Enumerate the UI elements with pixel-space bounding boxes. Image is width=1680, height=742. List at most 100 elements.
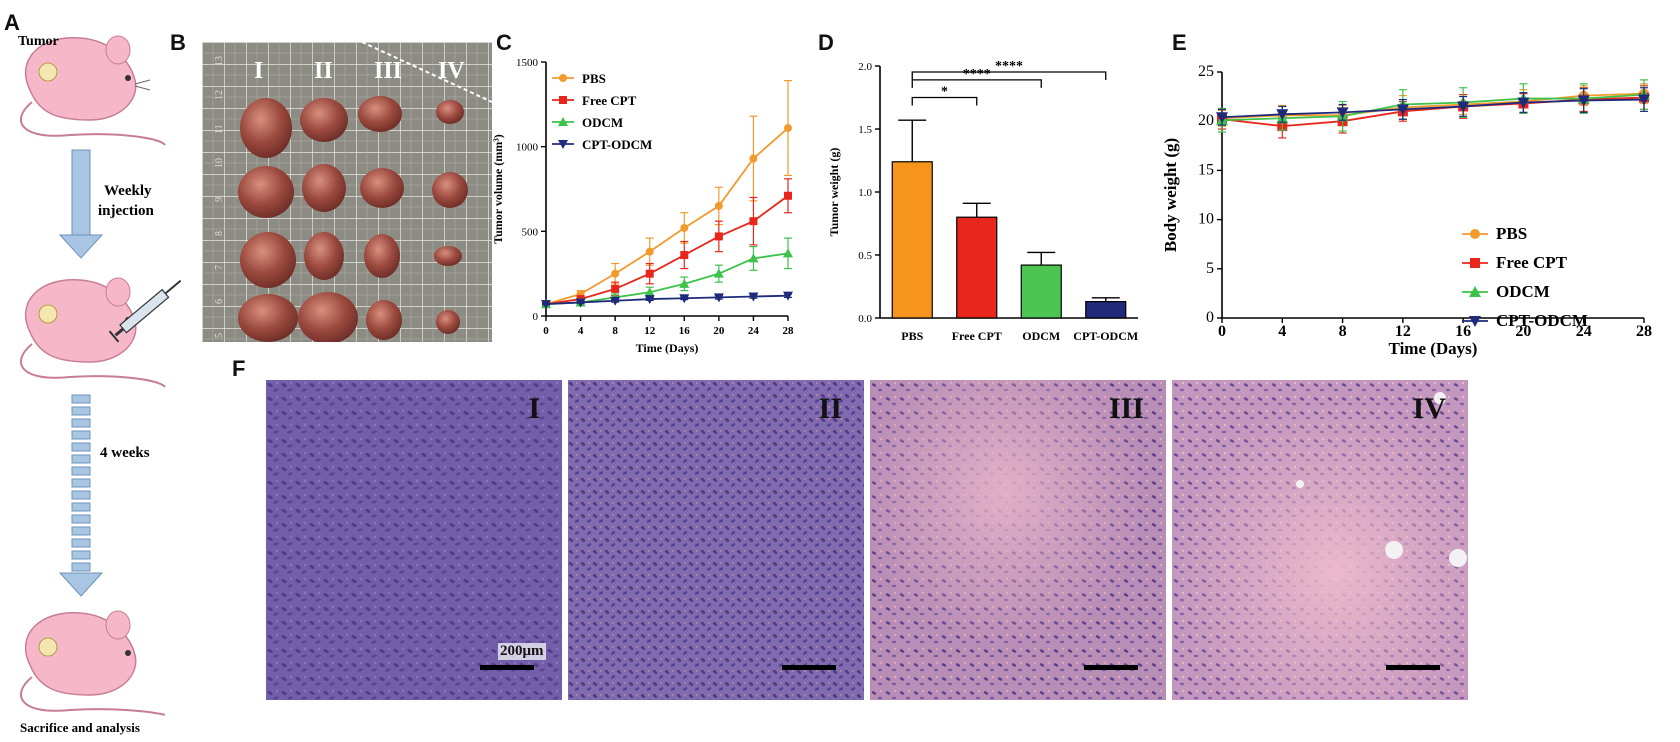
bar — [891, 161, 933, 319]
legend-label: CPT-ODCM — [582, 137, 652, 152]
histology-image-1: I 200μm — [266, 380, 562, 700]
scale-bar-label: 200μm — [498, 643, 546, 660]
data-point — [713, 268, 724, 278]
legend-label: Free CPT — [1496, 253, 1568, 272]
data-point — [784, 124, 792, 133]
y-tick-label: 20 — [1198, 112, 1214, 129]
y-tick-label: 25 — [1198, 63, 1214, 80]
injection-label: injection — [98, 203, 154, 219]
data-point — [1396, 104, 1409, 116]
tumor-volume-chart: 0 500 1000 1500 0 4 8 12 16 20 24 28 Time (Days) Tumo… — [491, 57, 795, 355]
panel-label-e: E — [1172, 30, 1187, 55]
ruler-tick: 6 — [214, 299, 225, 304]
series-line — [1221, 98, 1645, 119]
legend-label: ODCM — [1496, 282, 1550, 301]
data-point — [783, 248, 793, 258]
weekly-label: Weekly — [104, 183, 152, 199]
data-point — [559, 96, 567, 104]
scale-bar — [1386, 665, 1440, 670]
y-tick-label: 500 — [522, 226, 539, 238]
data-point — [644, 295, 655, 305]
x-axis-label: Time (Days) — [1389, 339, 1478, 358]
mouse-icon-middle — [20, 277, 166, 388]
data-point — [645, 247, 654, 256]
data-point — [679, 278, 690, 288]
ruler-tick: 12 — [214, 90, 225, 100]
arrow-down-2 — [58, 394, 104, 597]
bracket-line — [911, 71, 1107, 80]
x-tick-label: 16 — [679, 325, 691, 337]
tumor-photo: 13 12 11 10 9 8 7 6 5 I II III IV — [202, 42, 492, 342]
data-point — [748, 253, 759, 263]
bracket-line — [911, 79, 1042, 88]
x-tick-label: 20 — [713, 325, 725, 337]
x-tick-label: 28 — [783, 325, 795, 337]
x-tick-label: 20 — [1515, 323, 1531, 340]
legend-label: ODCM — [582, 115, 623, 130]
ruler-tick: 10 — [214, 158, 225, 168]
tumor-specimens — [238, 96, 468, 342]
x-tick-label: 12 — [644, 325, 656, 337]
histology-image-3: III — [870, 380, 1166, 700]
series-line — [1221, 93, 1645, 122]
data-point — [611, 269, 620, 278]
ruler-tick: 5 — [214, 333, 225, 338]
data-point — [714, 201, 723, 210]
data-point — [748, 292, 759, 302]
bracket-line — [911, 96, 978, 106]
histology-group-label-4: IV — [1412, 392, 1446, 425]
legend-label: PBS — [582, 71, 606, 86]
x-tick-label: 8 — [612, 325, 618, 337]
x-tick-label: CPT-ODCM — [1073, 329, 1138, 343]
body-weight-chart: 0 5 10 15 20 25 0 4 8 12 16 20 24 28 Time (Days) Body w… — [1161, 63, 1652, 358]
series-line — [1221, 92, 1645, 120]
schematic-diagram: Tumor Weekly injection 4 weeks — [18, 34, 182, 735]
series-line — [545, 294, 789, 306]
end-label: Sacrifice and analysis — [20, 720, 140, 735]
data-point — [1469, 286, 1481, 297]
data-point — [1457, 101, 1470, 113]
legend-label: PBS — [1496, 224, 1527, 243]
tumor-label: Tumor — [18, 34, 59, 49]
ruler-ticks: 13 12 11 10 9 8 7 6 5 — [214, 56, 225, 338]
y-tick-label: 5 — [1206, 260, 1214, 277]
data-point — [644, 287, 655, 297]
panel-label-c: C — [496, 30, 512, 55]
data-point — [559, 74, 567, 82]
x-tick-label: ODCM — [1022, 329, 1060, 343]
y-tick-label: 0 — [1206, 309, 1214, 326]
y-tick-label: 0.0 — [858, 313, 872, 325]
bar — [1085, 301, 1127, 319]
x-tick-label: 8 — [1339, 323, 1347, 340]
significance-label: * — [941, 85, 948, 100]
x-tick-label: 4 — [578, 325, 584, 337]
photo-group-label-3: III — [374, 58, 402, 84]
ruler-tick: 9 — [214, 197, 225, 202]
y-tick-label: 1.0 — [858, 187, 872, 199]
x-tick-label: 16 — [1455, 323, 1471, 340]
photo-group-label-4: IV — [438, 58, 465, 84]
significance-label: **** — [995, 59, 1023, 74]
scale-bar — [782, 665, 836, 670]
series-line — [545, 195, 789, 306]
data-point — [680, 223, 689, 232]
series-cpt-odcm — [1216, 87, 1650, 126]
x-tick-label: 0 — [543, 325, 549, 337]
x-tick-label: PBS — [901, 329, 923, 343]
x-axis-label: Time (Days) — [636, 341, 699, 355]
arrow-down-1 — [58, 149, 104, 259]
data-point — [1276, 109, 1289, 121]
syringe-icon — [108, 279, 182, 343]
panel-label-b: B — [170, 30, 186, 55]
data-point — [749, 217, 758, 226]
y-tick-label: 0.5 — [858, 250, 872, 262]
y-tick-label: 1.5 — [858, 124, 872, 136]
scale-bar — [1084, 665, 1138, 670]
data-point — [679, 294, 690, 304]
data-point — [541, 300, 551, 310]
y-tick-label: 2.0 — [858, 61, 872, 73]
data-point — [1469, 316, 1481, 327]
significance-bracket: **** — [911, 59, 1107, 80]
data-point — [558, 117, 568, 126]
data-point — [713, 293, 724, 303]
